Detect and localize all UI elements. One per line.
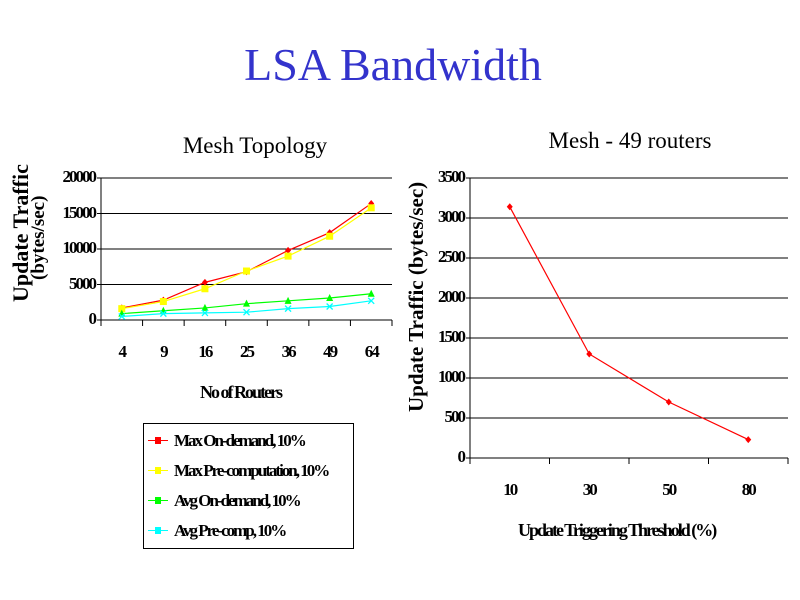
y-tick-label: 20000: [62, 167, 98, 186]
x-tick-label: 50: [662, 480, 677, 499]
chart2-title: Mesh - 49 routers: [548, 128, 712, 153]
legend-item: Avg Pre-comp, 10%: [148, 520, 287, 542]
y-tick-label: 0: [88, 309, 98, 328]
legend-label: Max On-demand, 10%: [174, 431, 307, 450]
x-tick-label: 49: [323, 342, 338, 361]
data-point-s3-6: [367, 297, 375, 305]
data-point-s2-2: [201, 303, 209, 311]
legend-label: Avg On-demand, 10%: [174, 491, 302, 510]
y-tick-label: 5000: [69, 273, 97, 293]
chart1-title: Mesh Topology: [182, 133, 328, 158]
legend-item: Max Pre-computation, 10%: [148, 460, 330, 482]
legend-item: Max On-demand, 10%: [148, 430, 307, 452]
y-tick-label: 2000: [438, 287, 466, 306]
data-point-s3-1: [159, 310, 167, 318]
series-line-0: [121, 203, 372, 309]
x-tick-label: 64: [364, 342, 380, 361]
x-tick-label: 4: [118, 342, 128, 361]
data-point-s1-4: [284, 252, 292, 260]
data-point-s1-5: [326, 232, 334, 240]
x-tick-label: 25: [240, 342, 255, 361]
x-tick-label: 16: [198, 342, 213, 361]
y-tick-label: 3000: [438, 207, 466, 226]
y-tick-label: 2500: [438, 247, 466, 266]
data-point-s3-4: [284, 305, 292, 313]
data-point-s0-2: [665, 398, 672, 406]
data-point-s1-6: [367, 204, 375, 212]
data-point-s0-4: [285, 246, 292, 254]
legend-label: Avg Pre-comp, 10%: [174, 521, 287, 540]
data-point-s1-3: [243, 267, 250, 275]
chart1-legend: Max On-demand, 10% Max Pre-computation, …: [143, 423, 354, 549]
data-point-s0-0: [506, 203, 513, 211]
data-point-s1-2: [201, 285, 209, 293]
data-point-s0-1: [586, 350, 593, 358]
data-point-s0-3: [745, 436, 752, 444]
y-tick-label: 1000: [438, 367, 466, 386]
data-point-s2-4: [284, 296, 292, 304]
x-tick-label: 10: [503, 480, 518, 499]
chart2-xlabel: Update Triggering Threshold (%): [518, 520, 717, 540]
data-point-s3-0: [118, 312, 126, 320]
data-point-s3-3: [243, 308, 250, 316]
y-tick-label: 15000: [62, 202, 98, 222]
data-point-s2-5: [326, 293, 334, 301]
x-tick-label: 30: [582, 480, 598, 499]
series-line-1: [121, 207, 372, 310]
y-tick-label: 500: [444, 407, 467, 426]
y-tick-label: 3500: [438, 167, 466, 186]
series-line-0: [509, 206, 749, 441]
x-tick-label: 9: [160, 342, 169, 361]
data-point-s2-6: [367, 289, 375, 297]
legend-swatch-max-pre-computation: [148, 464, 168, 478]
x-tick-label: 80: [741, 480, 757, 499]
data-point-s1-0: [118, 305, 126, 313]
data-point-s2-3: [243, 299, 250, 307]
legend-item: Avg On-demand, 10%: [148, 490, 302, 512]
slide-title: LSA Bandwidth: [244, 39, 542, 90]
y-tick-label: 1500: [438, 327, 466, 346]
x-tick-label: 36: [281, 342, 297, 361]
data-point-s0-2: [201, 278, 208, 286]
legend-swatch-avg-on-demand: [148, 494, 168, 508]
legend-swatch-avg-pre-comp: [148, 524, 168, 538]
legend-label: Max Pre-computation, 10%: [174, 461, 330, 480]
data-point-s3-5: [326, 303, 334, 310]
legend-swatch-max-on-demand: [148, 434, 168, 448]
data-point-s1-1: [159, 298, 167, 306]
chart1-xlabel: No of Routers: [200, 382, 283, 402]
y-tick-label: 10000: [62, 238, 98, 257]
data-point-s3-2: [201, 309, 209, 317]
y-tick-label: 0: [457, 447, 467, 466]
